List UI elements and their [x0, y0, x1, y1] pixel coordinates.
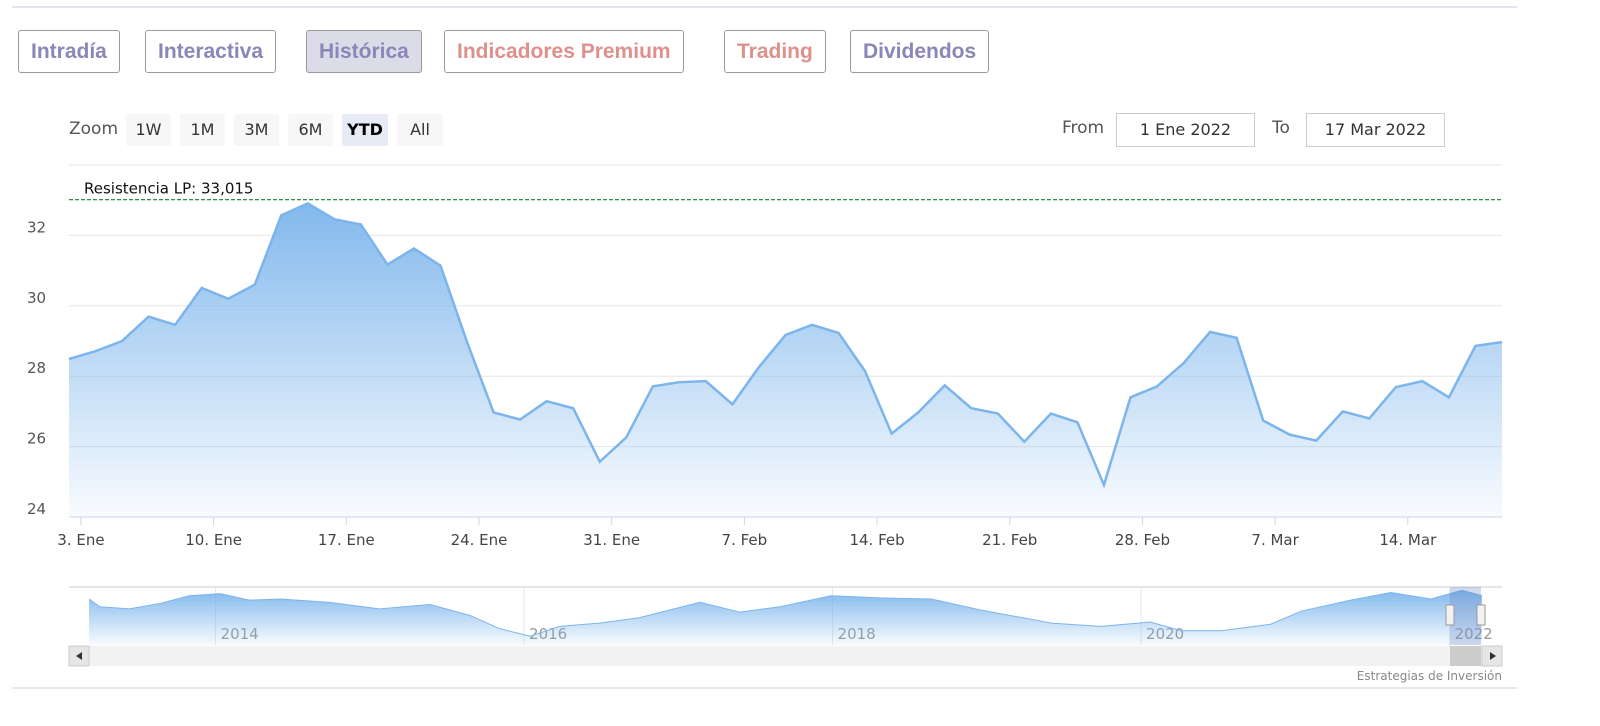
- tab[interactable]: Dividendos: [850, 30, 990, 73]
- navigator-area: [89, 590, 1482, 645]
- x-tick-label: 21. Feb: [982, 531, 1037, 549]
- scrollbar-track: [69, 646, 1502, 666]
- credits: Estrategias de Inversión: [1357, 669, 1502, 683]
- x-tick-label: 10. Ene: [185, 531, 242, 549]
- from-input[interactable]: 1 Ene 2022: [1116, 113, 1255, 147]
- zoom-label: Zoom: [69, 119, 119, 139]
- navigator-mask: [1450, 587, 1481, 645]
- x-tick-label: 24. Ene: [451, 531, 508, 549]
- tab[interactable]: Interactiva: [145, 30, 277, 73]
- x-tick-label: 17. Ene: [318, 531, 375, 549]
- zoom-button[interactable]: 1W: [126, 114, 171, 146]
- tab[interactable]: Histórica: [306, 30, 422, 73]
- navigator-line: [88, 589, 1483, 637]
- arrow: [1490, 652, 1496, 660]
- tab[interactable]: Intradía: [18, 30, 120, 73]
- y-tick-label: 26: [27, 430, 46, 448]
- y-tick-label: 24: [27, 500, 46, 518]
- tab[interactable]: Indicadores Premium: [444, 30, 684, 73]
- x-tick-label: 14. Mar: [1379, 531, 1437, 549]
- x-tick-label: 28. Feb: [1115, 531, 1170, 549]
- line: [68, 201, 1503, 489]
- zoom-button[interactable]: YTD: [342, 114, 388, 146]
- x-tick-label: 3. Ene: [57, 531, 104, 549]
- zoom-button[interactable]: All: [397, 114, 443, 146]
- arrow: [76, 652, 82, 660]
- x-tick-label: 31. Ene: [583, 531, 640, 549]
- x-tick-label: 14. Feb: [849, 531, 904, 549]
- scrollbar-thumb[interactable]: [1450, 646, 1481, 666]
- x-tick-label: 7. Feb: [722, 531, 768, 549]
- x-tick-label: 7. Mar: [1251, 531, 1299, 549]
- from-label: From: [1062, 118, 1105, 138]
- y-tick-label: 32: [27, 218, 46, 236]
- resistance-label: Resistencia LP: 33,015: [84, 180, 253, 198]
- navigator-handle[interactable]: [1445, 604, 1455, 626]
- to-label: To: [1272, 118, 1290, 138]
- navigator-handle[interactable]: [1476, 604, 1486, 626]
- area-fill: [69, 203, 1502, 518]
- to-input[interactable]: 17 Mar 2022: [1306, 113, 1445, 147]
- zoom-button[interactable]: 1M: [180, 114, 225, 146]
- tab[interactable]: Trading: [724, 30, 826, 73]
- zoom-button[interactable]: 3M: [234, 114, 279, 146]
- y-tick-label: 28: [27, 359, 46, 377]
- y-tick-label: 30: [27, 289, 46, 307]
- zoom-button[interactable]: 6M: [288, 114, 333, 146]
